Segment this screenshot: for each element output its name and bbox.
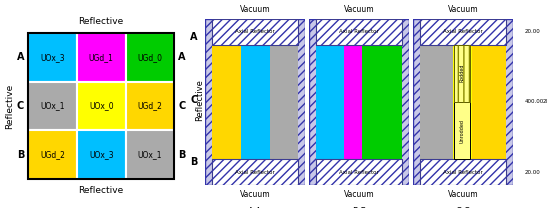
Bar xyxy=(316,45,345,159)
Text: Unrodded: Unrodded xyxy=(459,119,464,143)
Text: 200.00: 200.00 xyxy=(543,99,547,104)
Text: B-B: B-B xyxy=(352,207,366,208)
Text: Vacuum: Vacuum xyxy=(240,5,270,14)
Text: Axial Reflector: Axial Reflector xyxy=(443,29,483,34)
Bar xyxy=(241,45,270,159)
Text: A: A xyxy=(190,32,198,42)
Bar xyxy=(28,130,77,179)
Text: Vacuum: Vacuum xyxy=(344,5,374,14)
Bar xyxy=(212,159,298,185)
Text: A: A xyxy=(178,52,185,62)
Bar xyxy=(420,45,453,159)
Bar xyxy=(472,45,506,159)
Bar xyxy=(126,130,174,179)
Bar xyxy=(454,45,470,102)
Bar xyxy=(212,159,298,185)
Bar xyxy=(77,33,126,82)
Bar xyxy=(454,45,470,102)
Bar xyxy=(126,82,174,130)
Bar xyxy=(316,19,402,45)
Text: UOx_1: UOx_1 xyxy=(138,150,162,159)
Text: 400.00: 400.00 xyxy=(421,99,440,104)
Text: 20.00: 20.00 xyxy=(525,29,541,34)
Text: A: A xyxy=(17,52,24,62)
Text: A-A: A-A xyxy=(248,207,263,208)
Text: Rodded: Rodded xyxy=(459,64,464,82)
Bar xyxy=(362,45,402,159)
Bar xyxy=(316,19,402,45)
Text: Axial Reflector: Axial Reflector xyxy=(443,170,483,175)
Bar xyxy=(212,45,241,159)
Text: C: C xyxy=(190,95,198,105)
Text: 20.00: 20.00 xyxy=(421,170,437,175)
Text: 20.00: 20.00 xyxy=(525,170,541,175)
Text: C: C xyxy=(178,101,185,111)
Bar xyxy=(77,82,126,130)
Text: Reflective: Reflective xyxy=(195,79,204,121)
Text: 20.00: 20.00 xyxy=(421,29,437,34)
Bar xyxy=(420,159,506,185)
Text: B: B xyxy=(17,150,24,160)
Text: Axial Reflector: Axial Reflector xyxy=(235,170,275,175)
Text: Reflective: Reflective xyxy=(5,83,14,129)
Bar xyxy=(316,159,402,185)
Bar xyxy=(212,19,298,45)
Text: B: B xyxy=(190,157,198,167)
Text: Vacuum: Vacuum xyxy=(448,190,478,199)
Bar xyxy=(28,33,174,179)
Text: UOx_0: UOx_0 xyxy=(89,102,114,111)
Bar xyxy=(454,102,470,159)
Text: UOx_3: UOx_3 xyxy=(40,53,65,62)
Text: C: C xyxy=(17,101,24,111)
Text: Reflective: Reflective xyxy=(79,17,124,26)
Text: Reflective: Reflective xyxy=(79,187,124,196)
Text: UGd_1: UGd_1 xyxy=(89,53,114,62)
Text: Axial Reflector: Axial Reflector xyxy=(235,29,275,34)
Bar xyxy=(345,45,362,159)
Bar xyxy=(212,19,298,45)
Text: UGd_2: UGd_2 xyxy=(137,102,162,111)
Bar xyxy=(270,45,298,159)
Bar xyxy=(77,130,126,179)
Bar xyxy=(453,45,472,159)
Text: UOx_1: UOx_1 xyxy=(40,102,65,111)
Text: Axial Reflector: Axial Reflector xyxy=(339,29,379,34)
Text: Axial Reflector: Axial Reflector xyxy=(339,170,379,175)
Bar xyxy=(28,82,77,130)
Bar xyxy=(420,19,506,45)
Bar xyxy=(420,159,506,185)
Bar xyxy=(420,19,506,45)
Text: C-C: C-C xyxy=(456,207,470,208)
Text: UGd_2: UGd_2 xyxy=(40,150,65,159)
Text: UOx_3: UOx_3 xyxy=(89,150,114,159)
Bar xyxy=(316,159,402,185)
Bar xyxy=(126,33,174,82)
Text: 400.00: 400.00 xyxy=(525,99,544,104)
Text: UGd_0: UGd_0 xyxy=(137,53,162,62)
Text: Vacuum: Vacuum xyxy=(448,5,478,14)
Text: Vacuum: Vacuum xyxy=(344,190,374,199)
Text: Vacuum: Vacuum xyxy=(240,190,270,199)
Text: B: B xyxy=(178,150,185,160)
Bar xyxy=(28,33,77,82)
